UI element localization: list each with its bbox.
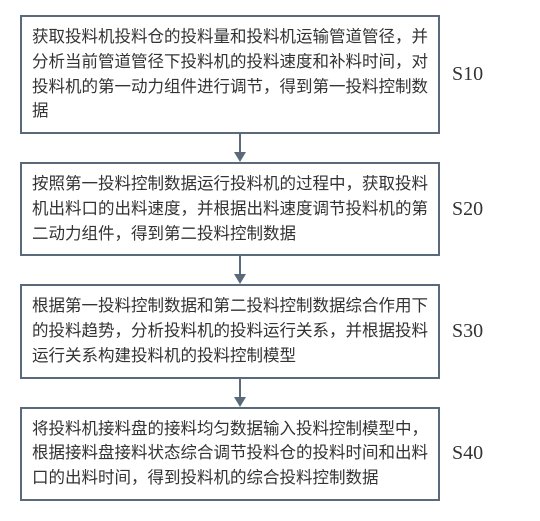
step-box: 按照第一投料控制数据运行投料机的过程中，获取投料机出料口的出料速度，并根据出料速… <box>20 162 440 256</box>
flow-arrow <box>20 256 520 284</box>
step-row: 按照第一投料控制数据运行投料机的过程中，获取投料机出料口的出料速度，并根据出料速… <box>20 162 520 256</box>
step-label: S20 <box>452 198 483 221</box>
step-label: S30 <box>452 320 483 343</box>
flow-arrow <box>20 134 520 162</box>
step-box: 根据第一投料控制数据和第二投料控制数据综合作用下的投料趋势，分析投料机的投料运行… <box>20 284 440 378</box>
flow-arrow <box>20 379 520 407</box>
flowchart-container: 获取投料机投料仓的投料量和投料机运输管道管径，并分析当前管道管径下投料机的投料速… <box>20 15 520 501</box>
step-box: 将投料机接料盘的接料均匀数据输入投料控制模型中，根据接料盘接料状态综合调节投料仓… <box>20 407 440 501</box>
step-box: 获取投料机投料仓的投料量和投料机运输管道管径，并分析当前管道管径下投料机的投料速… <box>20 15 440 134</box>
step-label: S10 <box>452 63 483 86</box>
step-row: 根据第一投料控制数据和第二投料控制数据综合作用下的投料趋势，分析投料机的投料运行… <box>20 284 520 378</box>
step-label: S40 <box>452 442 483 465</box>
step-row: 将投料机接料盘的接料均匀数据输入投料控制模型中，根据接料盘接料状态综合调节投料仓… <box>20 407 520 501</box>
step-row: 获取投料机投料仓的投料量和投料机运输管道管径，并分析当前管道管径下投料机的投料速… <box>20 15 520 134</box>
